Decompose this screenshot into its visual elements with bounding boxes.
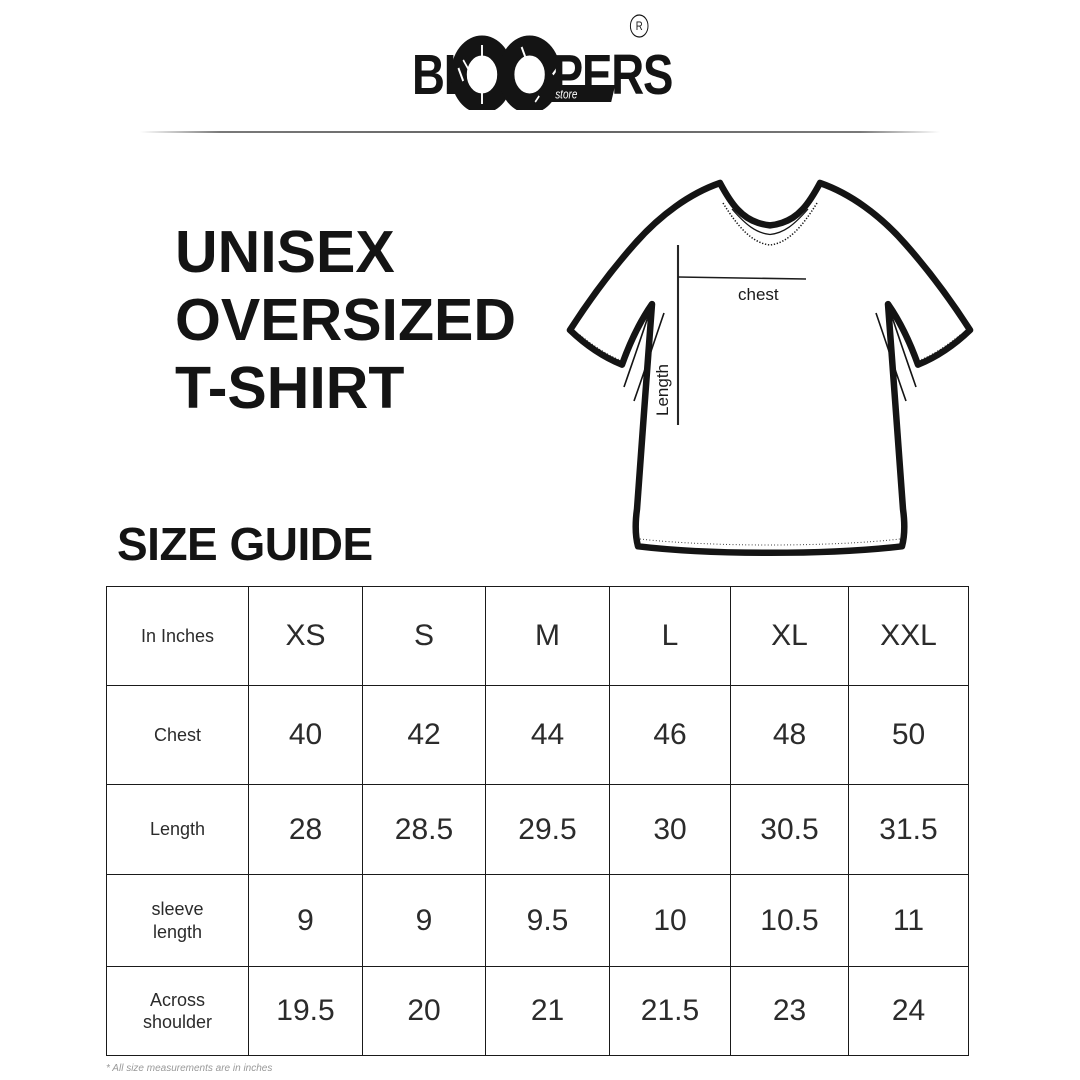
- svg-text:R: R: [636, 20, 643, 33]
- svg-text:Length: Length: [653, 364, 672, 416]
- svg-text:store: store: [555, 89, 577, 102]
- svg-text:chest: chest: [738, 285, 779, 304]
